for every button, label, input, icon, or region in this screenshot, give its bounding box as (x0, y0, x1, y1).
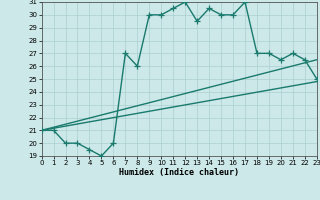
X-axis label: Humidex (Indice chaleur): Humidex (Indice chaleur) (119, 168, 239, 177)
